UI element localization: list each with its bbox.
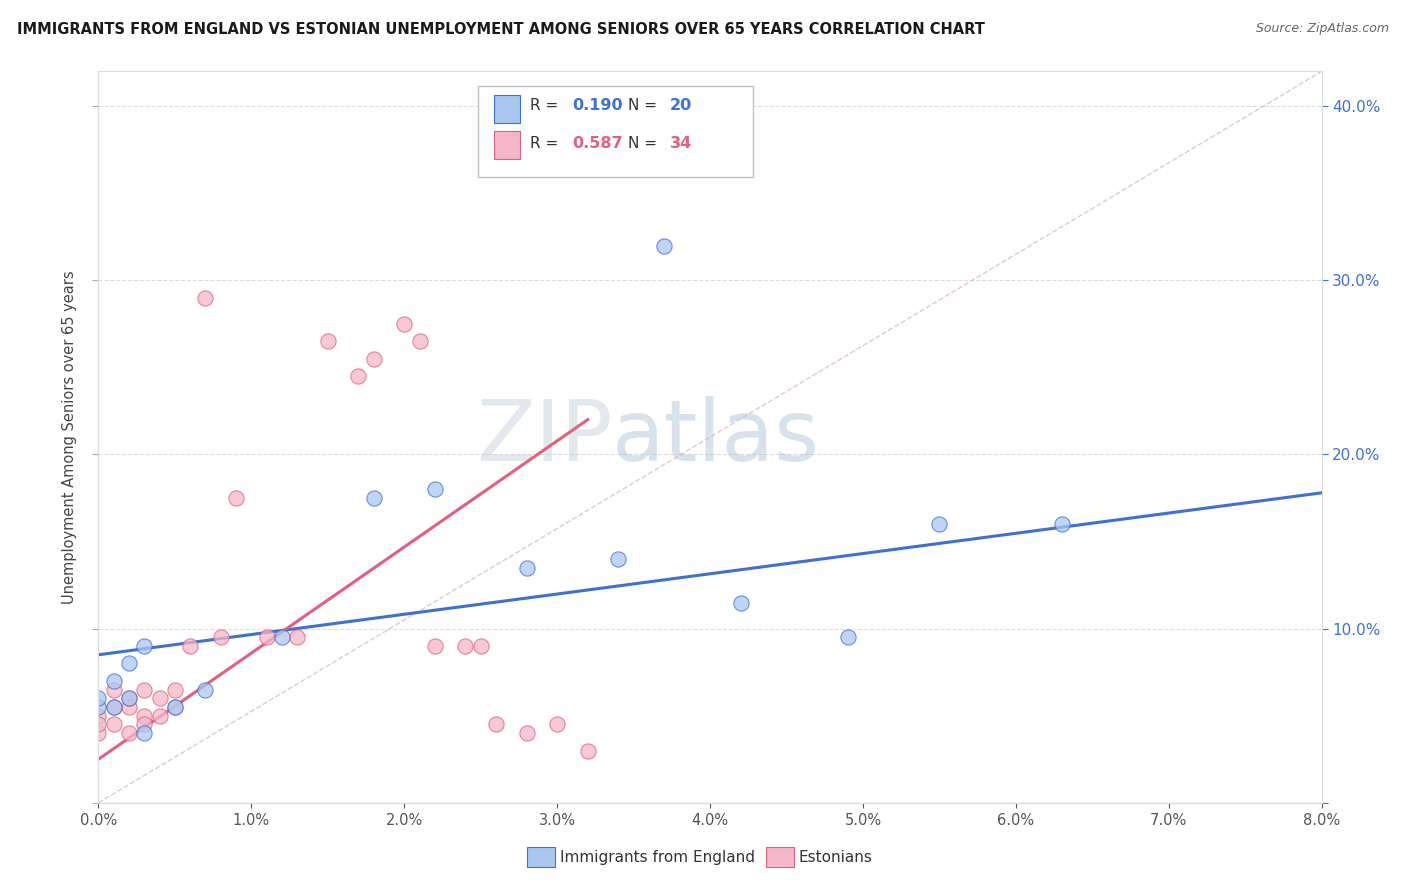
Point bbox=[470, 639, 492, 653]
Point bbox=[316, 334, 339, 349]
Text: Estonians: Estonians bbox=[799, 850, 873, 864]
Point bbox=[134, 717, 156, 731]
Text: atlas: atlas bbox=[612, 395, 820, 479]
Point bbox=[103, 682, 125, 697]
Point bbox=[546, 717, 568, 731]
Text: N =: N = bbox=[628, 136, 662, 151]
Y-axis label: Unemployment Among Seniors over 65 years: Unemployment Among Seniors over 65 years bbox=[62, 270, 77, 604]
Point bbox=[163, 700, 186, 714]
Text: Source: ZipAtlas.com: Source: ZipAtlas.com bbox=[1256, 22, 1389, 36]
Point bbox=[179, 639, 201, 653]
Point bbox=[607, 552, 630, 566]
Text: IMMIGRANTS FROM ENGLAND VS ESTONIAN UNEMPLOYMENT AMONG SENIORS OVER 65 YEARS COR: IMMIGRANTS FROM ENGLAND VS ESTONIAN UNEM… bbox=[17, 22, 984, 37]
Point bbox=[103, 700, 125, 714]
Point bbox=[149, 708, 172, 723]
Text: ZIP: ZIP bbox=[475, 395, 612, 479]
Point bbox=[118, 700, 141, 714]
Point bbox=[118, 691, 141, 706]
Point bbox=[87, 717, 110, 731]
FancyBboxPatch shape bbox=[494, 131, 520, 159]
Point bbox=[270, 631, 294, 645]
Point bbox=[87, 708, 110, 723]
Point bbox=[516, 726, 538, 740]
Point bbox=[194, 682, 217, 697]
Point bbox=[87, 700, 110, 714]
Point bbox=[285, 631, 308, 645]
Point bbox=[118, 657, 141, 671]
Point bbox=[423, 639, 446, 653]
Point bbox=[87, 691, 110, 706]
Point bbox=[730, 595, 752, 609]
Point bbox=[209, 631, 232, 645]
Point bbox=[423, 483, 446, 497]
Point bbox=[118, 726, 141, 740]
Point bbox=[103, 700, 125, 714]
Point bbox=[652, 238, 675, 252]
Point bbox=[454, 639, 477, 653]
Point bbox=[163, 682, 186, 697]
Point bbox=[194, 291, 217, 305]
Point bbox=[103, 673, 125, 688]
FancyBboxPatch shape bbox=[494, 95, 520, 122]
Point bbox=[118, 691, 141, 706]
Point bbox=[87, 726, 110, 740]
Point bbox=[163, 700, 186, 714]
Point bbox=[516, 560, 538, 574]
Text: 0.190: 0.190 bbox=[572, 98, 623, 113]
Point bbox=[837, 631, 859, 645]
Point bbox=[347, 369, 370, 384]
Point bbox=[576, 743, 599, 757]
Point bbox=[103, 717, 125, 731]
Text: R =: R = bbox=[530, 98, 564, 113]
Point bbox=[225, 491, 247, 505]
Point bbox=[392, 317, 416, 331]
Point bbox=[363, 491, 385, 505]
Point bbox=[256, 631, 278, 645]
Text: 34: 34 bbox=[669, 136, 692, 151]
Point bbox=[408, 334, 430, 349]
Text: 0.587: 0.587 bbox=[572, 136, 623, 151]
Point bbox=[485, 717, 508, 731]
Text: R =: R = bbox=[530, 136, 564, 151]
FancyBboxPatch shape bbox=[478, 86, 752, 178]
Point bbox=[134, 639, 156, 653]
Point bbox=[134, 726, 156, 740]
Point bbox=[134, 708, 156, 723]
Text: 20: 20 bbox=[669, 98, 692, 113]
Point bbox=[149, 691, 172, 706]
Point bbox=[363, 351, 385, 366]
Point bbox=[134, 682, 156, 697]
Text: N =: N = bbox=[628, 98, 662, 113]
Text: Immigrants from England: Immigrants from England bbox=[560, 850, 755, 864]
Point bbox=[928, 517, 950, 532]
Point bbox=[1050, 517, 1073, 532]
